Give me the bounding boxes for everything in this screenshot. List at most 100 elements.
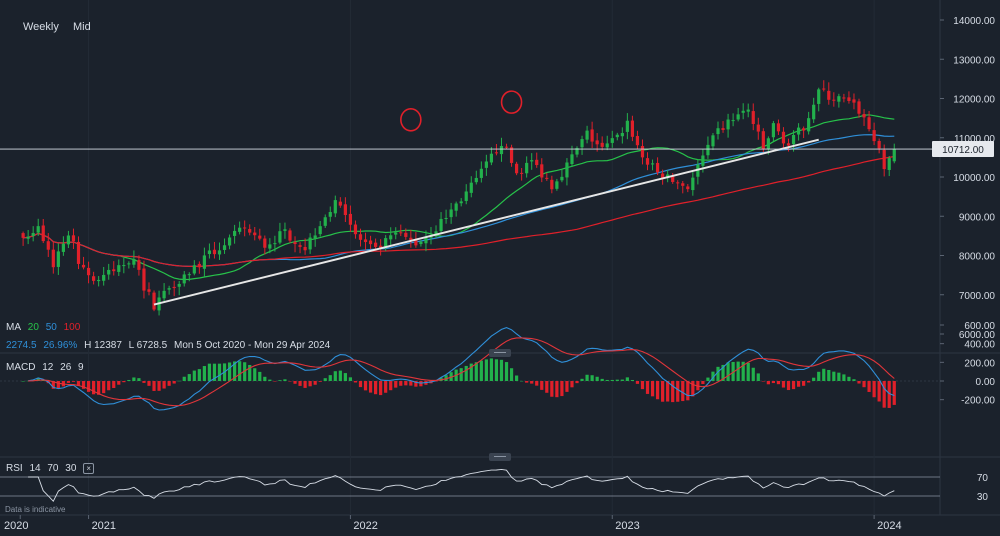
macd-histogram-bar [580,378,584,381]
candle-body [741,110,745,113]
candle-body [731,120,735,122]
macd-histogram-bar [298,381,302,386]
candle-body [585,130,589,140]
candle-body [756,124,760,132]
macd-histogram-bar [399,381,403,386]
macd-histogram-bar [555,381,559,398]
candle-body [555,181,559,189]
macd-histogram-bar [172,381,176,384]
candle-body [298,245,302,247]
ma100-line [23,155,895,267]
macd-histogram-bar [81,381,86,389]
macd-histogram-bar [822,368,826,381]
price-tick-label: 6000.00 [959,330,996,341]
macd-histogram-bar [36,377,40,381]
price-type-button[interactable]: Mid [73,21,91,33]
macd-histogram-bar [867,381,871,392]
candle-body [655,162,660,173]
macd-histogram-bar [293,381,297,384]
macd-tick-label: 600.00 [964,321,995,332]
macd-histogram-bar [807,381,811,383]
ma100-legend: 100 [63,322,81,333]
candle-body [343,204,347,216]
pane-divider-handle[interactable] [489,349,511,357]
close-icon[interactable]: × [83,463,95,474]
macd-histogram-bar [625,377,629,381]
candle-body [227,237,232,246]
candle-body [817,89,821,104]
candle-body [46,241,50,250]
macd-histogram-bar [661,381,665,402]
candle-body [71,235,76,242]
macd-histogram-bar [711,371,715,381]
macd-histogram-bar [595,376,599,381]
rsi-tick-label: 70 [977,473,989,484]
macd-tick-label: -200.00 [961,396,995,407]
macd-legend: MACD 12 26 9 [6,362,88,373]
macd-histogram-bar [706,377,710,381]
candle-body [389,235,393,240]
candle-body [197,263,201,268]
candle-body [661,173,665,179]
candle-body [273,243,277,245]
macd-param-fast: 12 [42,362,54,373]
macd-histogram-bar [373,381,378,395]
candle-body [892,149,896,162]
candle-body [882,149,886,170]
macd-histogram-bar [263,376,267,381]
candle-body [278,231,282,243]
price-tick-label: 8000.00 [959,252,996,263]
pane-divider-handle[interactable] [489,453,511,461]
candle-body [620,133,624,137]
macd-histogram-bar [363,381,368,391]
macd-histogram-bar [751,367,755,381]
candle-body [575,148,579,155]
candle-body [509,147,514,163]
candle-body [484,161,488,168]
time-axis-label: 2020 [4,520,28,532]
candle-body [26,236,30,239]
rsi-param-upper: 70 [47,463,59,475]
candle-body [686,186,690,190]
macd-histogram-bar [494,359,499,381]
rsi-legend: RSI 14 70 30 × [6,463,98,474]
candle-body [147,289,151,292]
candle-body [187,274,191,276]
candle-body [232,230,237,236]
macd-histogram-bar [318,381,322,382]
candle-body [61,243,65,252]
macd-histogram-bar [530,381,534,384]
candle-body [107,269,111,275]
interval-button[interactable]: Weekly [23,21,59,33]
macd-histogram-bar [882,381,886,408]
candle-body [565,162,569,178]
rsi-tick-label: 30 [977,492,989,503]
macd-histogram-bar [509,368,514,381]
candle-body [152,292,156,310]
candle-body [832,99,836,101]
candle-body [761,131,765,149]
macd-histogram-bar [590,375,594,381]
macd-histogram-bar [389,381,393,391]
candle-body [192,265,196,274]
candle-body [469,182,473,193]
candle-body [580,139,584,148]
macd-histogram-bar [21,381,25,382]
candle-body [676,182,680,184]
macd-histogram-bar [227,362,232,381]
candle-body [217,250,222,255]
price-tick-label: 9000.00 [959,212,996,223]
candle-body [640,146,645,158]
candles-group [21,80,896,316]
candle-body [202,255,206,269]
macd-histogram-bar [217,363,222,381]
candle-body [691,177,695,191]
macd-histogram-bar [645,381,650,394]
candle-body [540,164,544,178]
candle-body [514,163,519,174]
macd-histogram-bar [207,363,212,381]
candle-body [520,172,524,174]
candle-body [222,245,227,250]
candle-body [117,265,121,272]
